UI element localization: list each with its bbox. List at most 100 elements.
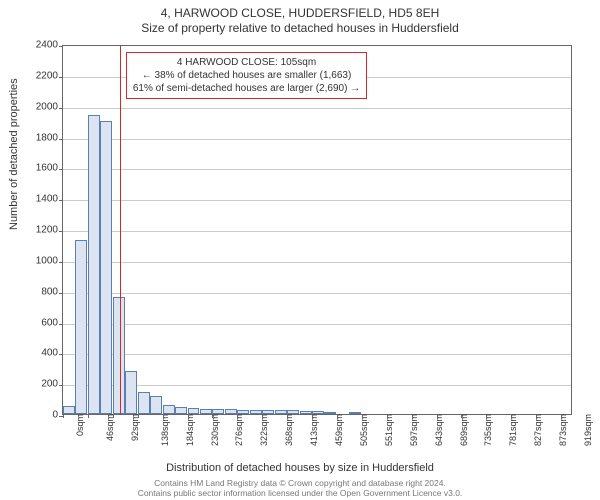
gridline — [63, 231, 571, 232]
ytick-label: 400 — [28, 348, 58, 359]
xtick-mark — [437, 414, 438, 418]
histogram-bar — [88, 115, 100, 414]
xtick-mark — [138, 414, 139, 418]
ytick-label: 800 — [28, 286, 58, 297]
ytick-mark — [59, 108, 63, 109]
xtick-label: 92sqm — [130, 414, 140, 441]
footer-attribution: Contains HM Land Registry data © Crown c… — [0, 478, 600, 498]
ytick-mark — [59, 293, 63, 294]
ytick-mark — [59, 46, 63, 47]
xtick-mark — [387, 414, 388, 418]
ytick-mark — [59, 324, 63, 325]
xtick-mark — [63, 414, 64, 418]
ytick-mark — [59, 200, 63, 201]
ytick-label: 1000 — [28, 255, 58, 266]
info-line1: 4 HARWOOD CLOSE: 105sqm — [133, 56, 360, 69]
histogram-bar — [63, 406, 75, 414]
xtick-label: 873sqm — [558, 414, 568, 446]
xtick-mark — [237, 414, 238, 418]
xtick-label: 551sqm — [384, 414, 394, 446]
xtick-label: 781sqm — [508, 414, 518, 446]
title-line2: Size of property relative to detached ho… — [0, 21, 600, 35]
xtick-mark — [337, 414, 338, 418]
xtick-label: 322sqm — [259, 414, 269, 446]
chart-plot-area: 0sqm46sqm92sqm138sqm184sqm230sqm276sqm32… — [62, 45, 572, 415]
info-line3: 61% of semi-detached houses are larger (… — [133, 82, 360, 95]
ytick-label: 600 — [28, 317, 58, 328]
gridline — [63, 385, 571, 386]
xtick-mark — [511, 414, 512, 418]
xtick-label: 138sqm — [160, 414, 170, 446]
xtick-mark — [113, 414, 114, 418]
info-line2: ← 38% of detached houses are smaller (1,… — [133, 69, 360, 82]
xtick-mark — [312, 414, 313, 418]
ytick-label: 1400 — [28, 194, 58, 205]
xtick-mark — [486, 414, 487, 418]
gridline — [63, 293, 571, 294]
gridline — [63, 354, 571, 355]
histogram-bar — [113, 297, 125, 414]
histogram-bar — [125, 371, 137, 414]
xtick-mark — [88, 414, 89, 418]
xtick-mark — [461, 414, 462, 418]
xtick-label: 505sqm — [359, 414, 369, 446]
ytick-label: 2400 — [28, 40, 58, 51]
footer-line1: Contains HM Land Registry data © Crown c… — [0, 478, 600, 488]
gridline — [63, 108, 571, 109]
xtick-mark — [412, 414, 413, 418]
histogram-bar — [163, 405, 175, 414]
xtick-label: 413sqm — [309, 414, 319, 446]
ytick-mark — [59, 354, 63, 355]
xtick-label: 276sqm — [234, 414, 244, 446]
xtick-mark — [163, 414, 164, 418]
histogram-bar — [138, 392, 150, 414]
xtick-label: 827sqm — [533, 414, 543, 446]
y-axis-label: Number of detached properties — [8, 78, 20, 230]
xtick-label: 919sqm — [583, 414, 593, 446]
ytick-label: 200 — [28, 379, 58, 390]
ytick-mark — [59, 262, 63, 263]
ytick-mark — [59, 77, 63, 78]
xtick-label: 459sqm — [334, 414, 344, 446]
xtick-label: 230sqm — [210, 414, 220, 446]
histogram-bar — [175, 407, 187, 414]
ytick-label: 1600 — [28, 163, 58, 174]
xtick-label: 46sqm — [105, 414, 115, 441]
marker-info-box: 4 HARWOOD CLOSE: 105sqm ← 38% of detache… — [126, 52, 367, 99]
xtick-label: 689sqm — [459, 414, 469, 446]
xtick-mark — [362, 414, 363, 418]
chart-title: 4, HARWOOD CLOSE, HUDDERSFIELD, HD5 8EH … — [0, 0, 600, 35]
ytick-mark — [59, 231, 63, 232]
property-marker-line — [120, 46, 121, 414]
gridline — [63, 139, 571, 140]
xtick-mark — [287, 414, 288, 418]
gridline — [63, 200, 571, 201]
x-axis-label: Distribution of detached houses by size … — [0, 462, 600, 474]
title-line1: 4, HARWOOD CLOSE, HUDDERSFIELD, HD5 8EH — [0, 6, 600, 20]
xtick-label: 184sqm — [185, 414, 195, 446]
ytick-mark — [59, 169, 63, 170]
xtick-mark — [212, 414, 213, 418]
xtick-mark — [561, 414, 562, 418]
ytick-label: 0 — [28, 410, 58, 421]
xtick-label: 643sqm — [434, 414, 444, 446]
ytick-label: 1200 — [28, 225, 58, 236]
gridline — [63, 262, 571, 263]
histogram-bar — [75, 240, 87, 414]
ytick-mark — [59, 139, 63, 140]
xtick-mark — [188, 414, 189, 418]
ytick-mark — [59, 385, 63, 386]
ytick-label: 1800 — [28, 132, 58, 143]
xtick-label: 597sqm — [409, 414, 419, 446]
footer-line2: Contains public sector information licen… — [0, 488, 600, 498]
xtick-label: 0sqm — [75, 414, 85, 436]
gridline — [63, 169, 571, 170]
xtick-label: 368sqm — [284, 414, 294, 446]
ytick-label: 2200 — [28, 70, 58, 81]
histogram-bar — [150, 396, 162, 415]
xtick-mark — [262, 414, 263, 418]
gridline — [63, 324, 571, 325]
ytick-label: 2000 — [28, 101, 58, 112]
xtick-label: 735sqm — [484, 414, 494, 446]
xtick-mark — [536, 414, 537, 418]
